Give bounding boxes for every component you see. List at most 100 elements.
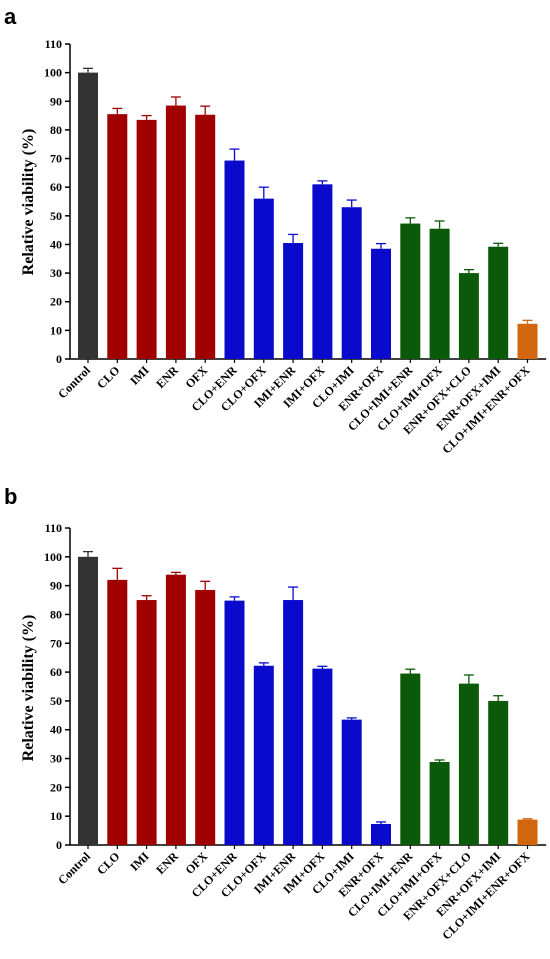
bar-control (78, 556, 98, 845)
error-bar (112, 107, 123, 115)
y-tick-label: 10 (50, 809, 62, 823)
y-tick-label: 100 (44, 550, 62, 564)
error-bar (317, 180, 328, 185)
y-tick-label: 30 (50, 752, 62, 766)
y-tick-label: 30 (50, 266, 62, 280)
bar-clo-ofx (253, 665, 274, 845)
error-bar (170, 96, 181, 106)
chart-panel-a: a Relative viability (%) 0 10 20 30 40 50 60 70… (4, 4, 547, 456)
bar-clo-imi-enr (400, 223, 421, 359)
bar-ofx (195, 114, 216, 360)
y-tick-label: 110 (45, 37, 62, 51)
bar-imi-ofx (312, 184, 333, 359)
y-tick-label: 40 (50, 723, 62, 737)
bar-clo-imi-ofx (429, 228, 450, 359)
error-bar (288, 586, 299, 601)
error-bar (463, 269, 474, 274)
error-bar (522, 319, 533, 324)
error-bar (463, 674, 474, 684)
y-tick-label: 50 (50, 209, 62, 223)
y-axis-label-a: Relative viability (%) (20, 129, 37, 276)
x-tick-label: ENR (153, 363, 181, 391)
y-tick-label: 70 (50, 636, 62, 650)
bar-clo-imi-enr (400, 673, 421, 845)
error-bar (522, 818, 533, 820)
error-bar (493, 695, 504, 701)
x-tick-label: CLO (94, 849, 122, 877)
error-bar (258, 186, 269, 199)
error-bar (346, 717, 357, 720)
y-tick-label: 90 (50, 579, 62, 593)
error-bar (229, 148, 240, 161)
error-bar (376, 821, 386, 824)
error-bar (170, 571, 181, 575)
y-tick-label: 0 (56, 352, 62, 366)
bar-clo-enr (224, 600, 245, 845)
x-tick-label: IMI (127, 363, 152, 388)
bar-enr (165, 105, 186, 360)
y-axis-label-b: Relative viability (%) (20, 615, 37, 762)
bar-enr (165, 574, 186, 845)
bar-enr-ofx-clo (458, 683, 479, 845)
error-bar (83, 67, 93, 73)
error-bar (317, 665, 328, 669)
y-tick-label: 100 (44, 66, 62, 80)
y-tick-label: 10 (50, 323, 62, 337)
bar-clo-enr (224, 160, 245, 359)
error-bar (200, 580, 211, 590)
chart-panel-b: b Relative viability (%) 0 10 20 30 40 50 60 70… (4, 484, 547, 942)
error-bar (376, 242, 386, 249)
bar-imi (136, 600, 157, 845)
bar-clo-imi-ofx (429, 762, 450, 845)
bar-enr-ofx-imi (488, 700, 509, 845)
error-bar (229, 596, 240, 601)
error-bar (434, 759, 445, 763)
x-tick-label: Control (55, 849, 93, 887)
bar-enr-ofx-imi (488, 246, 509, 359)
bar-clo (107, 579, 128, 845)
error-bar (434, 220, 445, 229)
bar-ofx (195, 589, 216, 845)
panel-label-b: b (4, 484, 17, 509)
x-tick-label: CLO (94, 363, 122, 391)
error-bar (405, 217, 416, 224)
y-tick-label: 40 (50, 237, 62, 251)
y-tick-label: 20 (50, 780, 62, 794)
error-bar (405, 668, 416, 674)
y-tick-label: 20 (50, 295, 62, 309)
error-bar (141, 114, 152, 120)
y-tick-label: 0 (56, 838, 62, 852)
bar-imi-enr (283, 243, 304, 359)
error-bar (83, 550, 93, 557)
bar-imi-enr (283, 600, 304, 845)
bar-clo (107, 114, 128, 359)
error-bar (112, 567, 123, 580)
x-tick-label: Control (55, 363, 93, 401)
error-bar (493, 242, 504, 247)
bar-enr-ofx (371, 823, 391, 845)
error-bar (346, 199, 357, 208)
y-tick-label: 90 (50, 94, 62, 108)
y-tick-label: 60 (50, 665, 62, 679)
bar-clo-imi (341, 207, 362, 359)
y-tick-label: 60 (50, 180, 62, 194)
error-bar (288, 233, 299, 244)
x-tick-label: IMI (127, 849, 152, 874)
y-tick-label: 80 (50, 123, 62, 137)
bar-enr-ofx (371, 248, 391, 359)
bar-imi (136, 119, 157, 360)
bar-clo-ofx (253, 198, 274, 359)
error-bar (141, 595, 152, 601)
bar-imi-ofx (312, 668, 333, 845)
bar-clo-imi (341, 719, 362, 845)
error-bar (200, 105, 211, 115)
y-tick-label: 50 (50, 694, 62, 708)
bar-control (78, 72, 98, 360)
panel-label-a: a (4, 4, 17, 29)
x-tick-label: ENR (153, 849, 181, 877)
y-tick-label: 80 (50, 607, 62, 621)
y-tick-label: 110 (45, 521, 62, 535)
bar-enr-ofx-clo (458, 273, 479, 359)
bar-clo-imi-enr-ofx (517, 323, 538, 359)
